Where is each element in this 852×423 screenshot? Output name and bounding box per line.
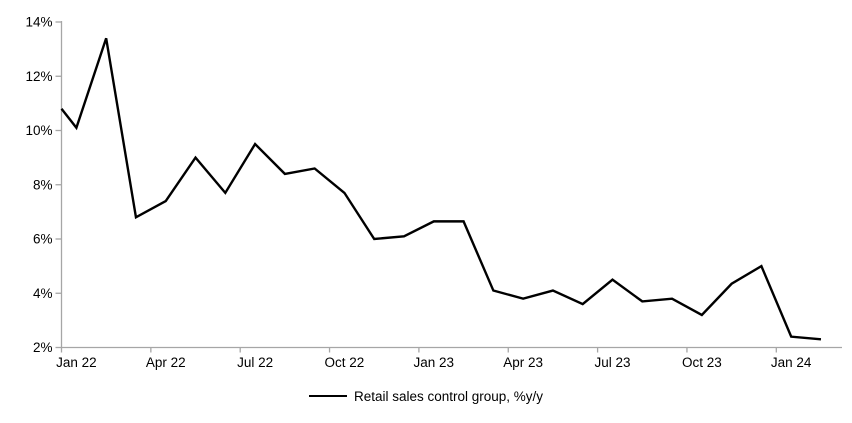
y-tick-label: 8% [33,177,53,192]
y-tick-label: 14% [25,15,52,30]
legend-label: Retail sales control group, %y/y [353,388,544,404]
y-tick-label: 2% [33,340,53,355]
y-tick-label: 10% [25,123,52,138]
x-tick-label: Apr 22 [146,355,186,370]
x-tick-label: Oct 23 [682,355,722,370]
x-tick-label: Jul 22 [237,355,273,370]
y-tick-label: 12% [25,69,52,84]
y-tick-label: 6% [33,232,53,247]
x-tick-label: Jan 23 [414,355,455,370]
y-tick-label: 4% [33,286,53,301]
x-tick-label: Jan 24 [771,355,812,370]
x-tick-label: Oct 22 [325,355,365,370]
legend: Retail sales control group, %y/y [0,387,852,405]
retail-sales-series-line [60,37,822,341]
x-tick-label: Jan 22 [56,355,97,370]
legend-line-swatch [308,395,347,397]
x-tick-label: Jul 23 [594,355,630,370]
x-tick-label: Apr 23 [503,355,543,370]
